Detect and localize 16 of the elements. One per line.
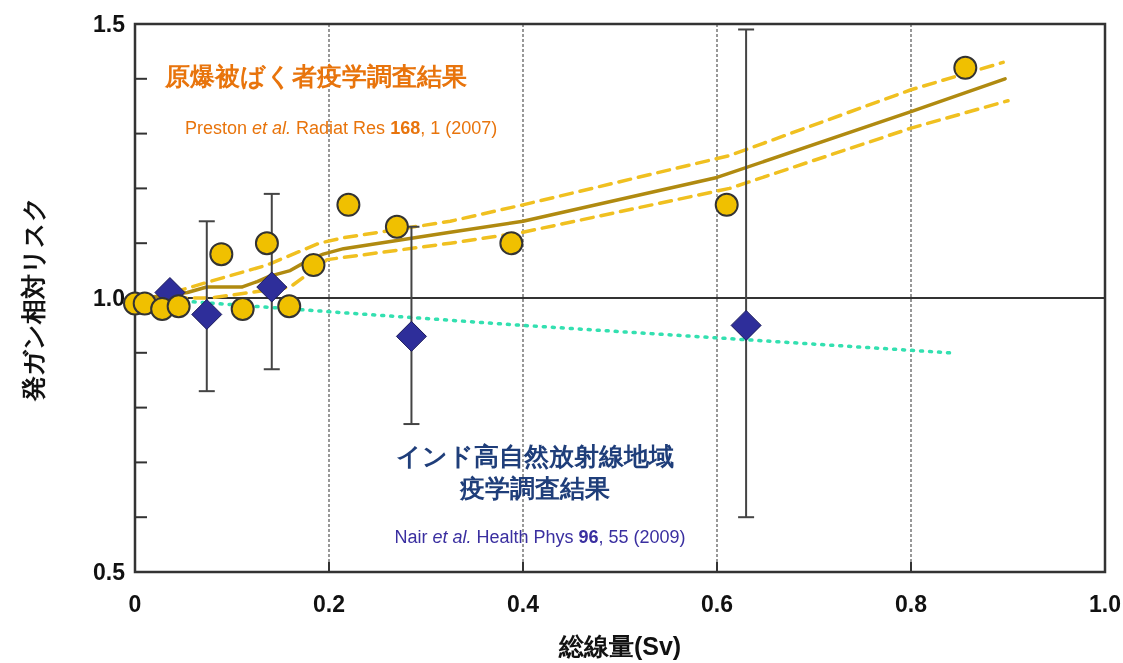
x-axis-title: 総線量(Sv) bbox=[557, 632, 682, 660]
y-tick-label: 1.0 bbox=[93, 285, 125, 311]
x-tick-label: 0.6 bbox=[701, 591, 733, 617]
x-tick-label: 0.2 bbox=[313, 591, 345, 617]
x-tick-label: 0 bbox=[128, 591, 142, 617]
annotation: Nair et al. Health Phys 96, 55 (2009) bbox=[394, 527, 686, 547]
annotation: 疫学調査結果 bbox=[459, 474, 610, 502]
x-tick-label: 1.0 bbox=[1089, 591, 1121, 617]
y-tick-label: 0.5 bbox=[93, 559, 126, 585]
y-axis-title: 発ガン相対リスク bbox=[19, 195, 47, 402]
x-tick-label: 0.4 bbox=[507, 591, 540, 617]
x-tick-label: 0.8 bbox=[895, 591, 928, 617]
y-tick-label: 1.5 bbox=[93, 11, 126, 37]
annotation: インド高自然放射線地域 bbox=[396, 442, 674, 470]
annotation: 原爆被ばく者疫学調査結果 bbox=[164, 62, 467, 90]
annotation: Preston et al. Radiat Res 168, 1 (2007) bbox=[185, 118, 498, 138]
